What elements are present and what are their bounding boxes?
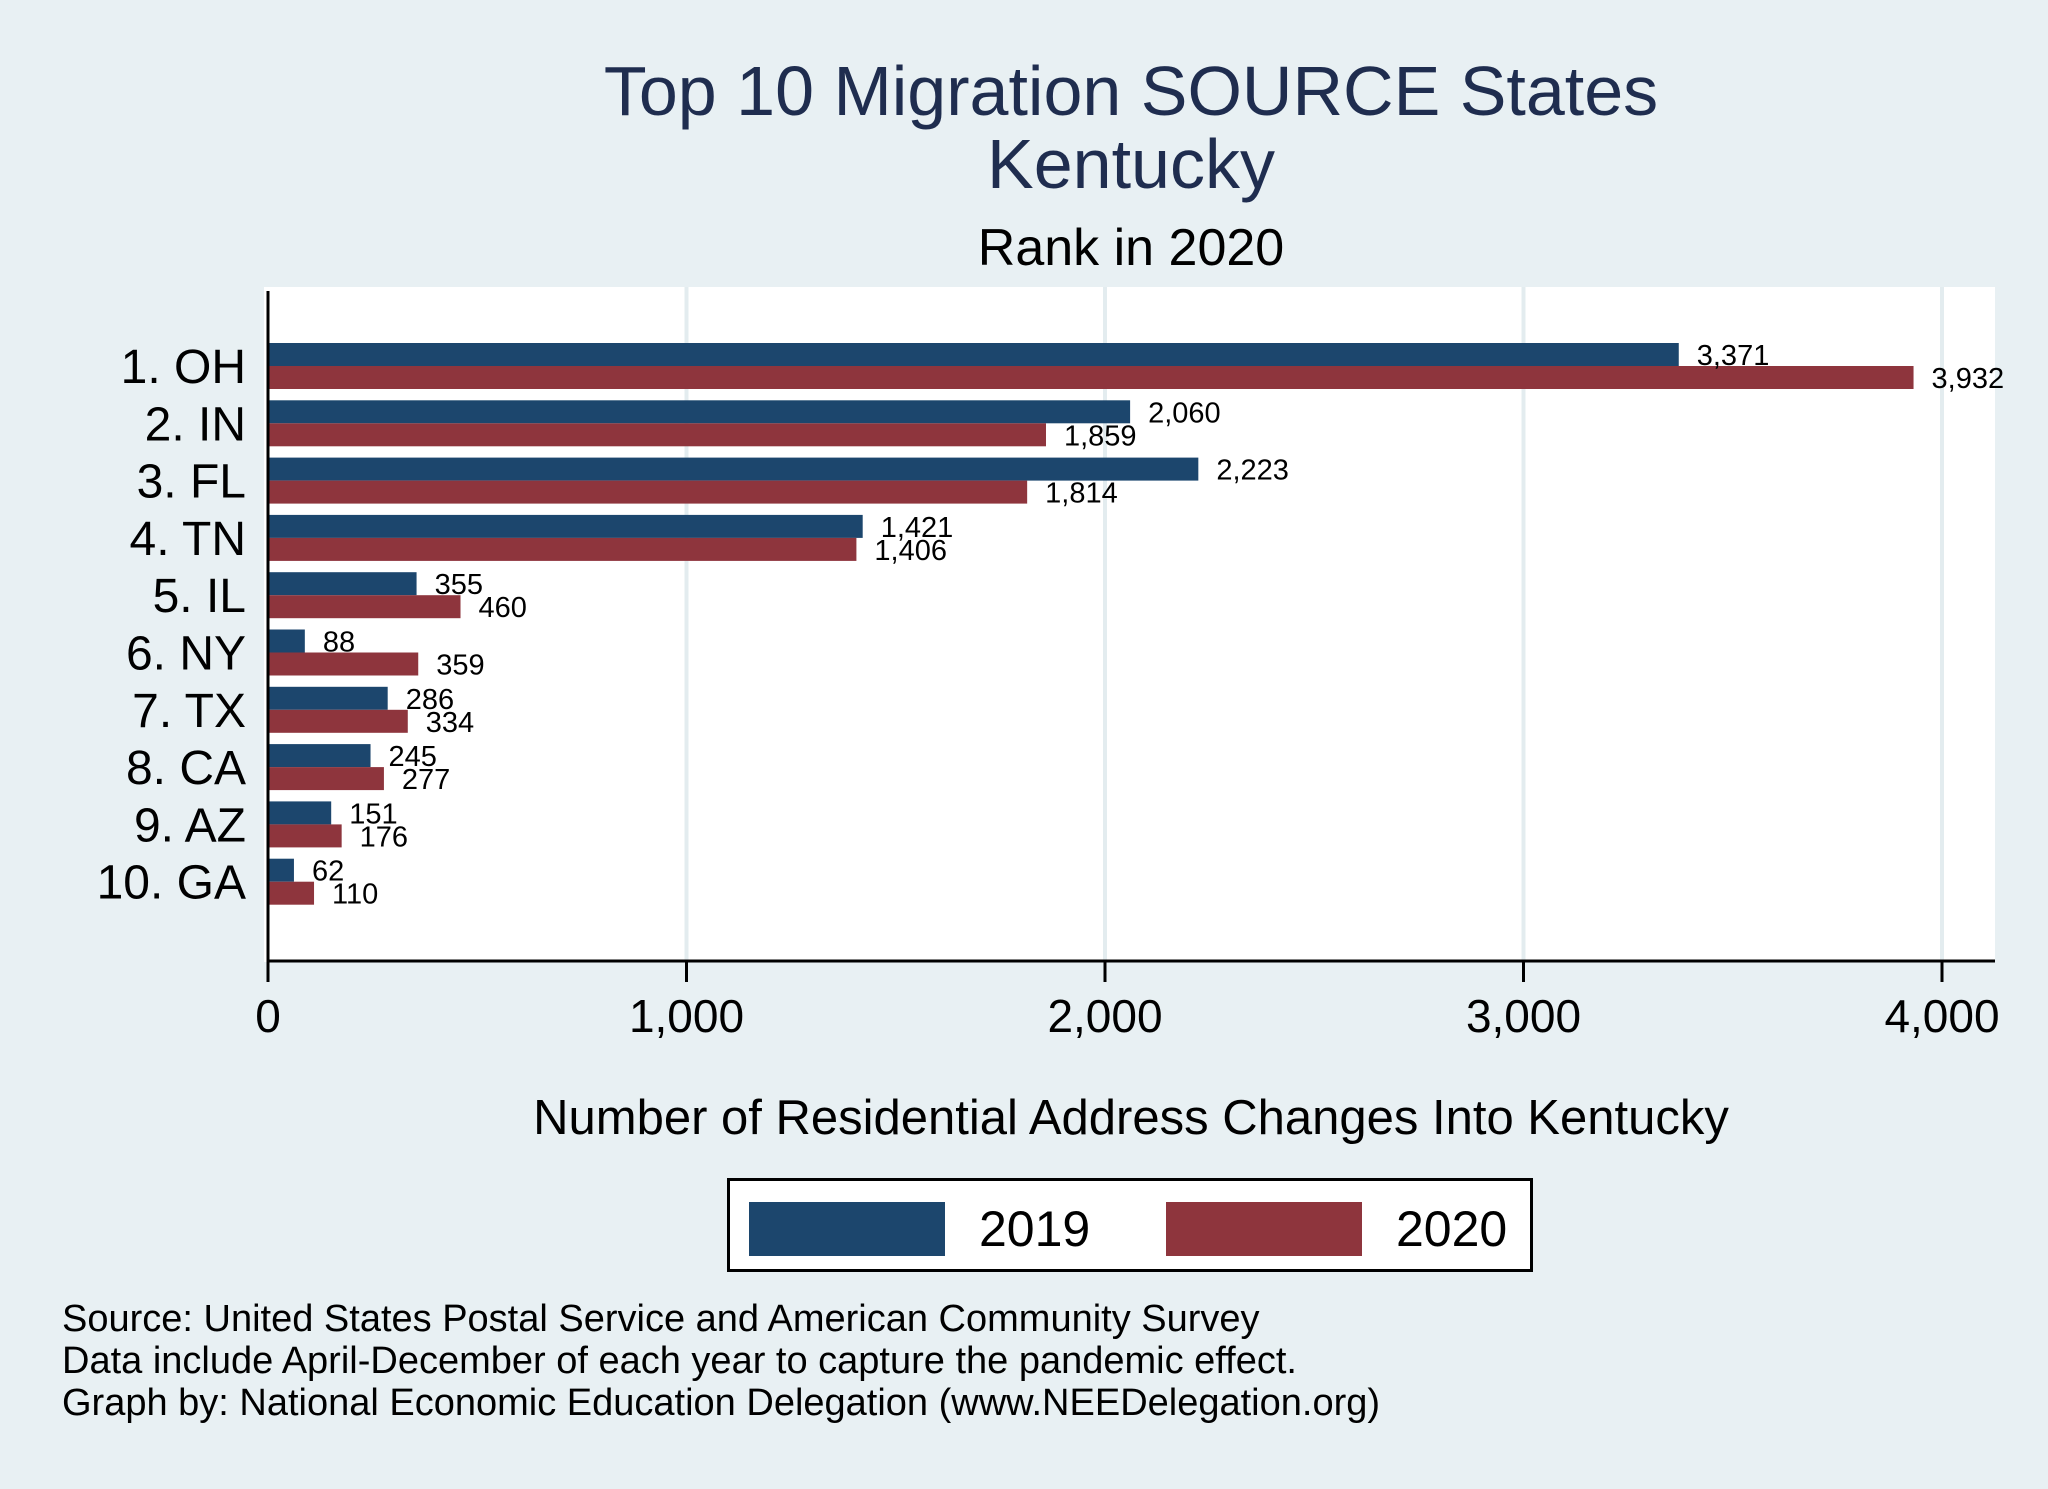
note-source: Source: United States Postal Service and…	[62, 1298, 1260, 1340]
bar-2019-6	[268, 686, 388, 710]
bar-2020-9	[268, 881, 315, 905]
y-category-label: 9. AZ	[134, 799, 246, 852]
bar-2019-9	[268, 858, 294, 882]
data-label-2019-5: 88	[323, 627, 355, 659]
data-label-2019-2: 2,223	[1216, 455, 1289, 487]
data-label-2020-2: 1,814	[1045, 478, 1118, 510]
plot-area	[264, 287, 1995, 962]
data-label-2019-9: 62	[312, 856, 344, 888]
data-label-2019-3: 1,421	[881, 512, 954, 544]
data-label-2020-6: 334	[426, 707, 474, 739]
bar-2020-0	[268, 366, 1914, 389]
note-data-period: Data include April-December of each year…	[62, 1340, 1297, 1382]
axes	[266, 291, 1995, 964]
y-category-label: 8. CA	[126, 742, 246, 795]
bar-2020-5	[268, 652, 419, 676]
bar-2019-7	[268, 744, 371, 768]
data-label-2020-4: 460	[479, 592, 527, 624]
y-category-label: 1. OH	[121, 341, 246, 394]
data-label-2019-1: 2,060	[1148, 397, 1221, 429]
bar-2019-8	[268, 801, 332, 825]
y-category-label: 10. GA	[97, 857, 246, 910]
data-label-2020-0: 3,932	[1932, 363, 2005, 395]
x-tick-label: 0	[255, 990, 281, 1042]
y-category-label: 4. TN	[130, 513, 246, 566]
bar-2019-0	[268, 343, 1679, 366]
legend-swatch-2020	[1166, 1201, 1362, 1256]
legend-item-2020: 2020	[1166, 1200, 1508, 1257]
legend-label-2019: 2019	[979, 1200, 1091, 1257]
data-label-2020-5: 359	[436, 650, 484, 682]
note-graph-by: Graph by: National Economic Education De…	[62, 1382, 1381, 1424]
data-label-2019-7: 245	[389, 741, 437, 773]
legend-item-2019: 2019	[749, 1200, 1091, 1257]
data-label-2020-7: 277	[402, 764, 450, 796]
x-tick-label: 2,000	[1047, 990, 1162, 1042]
x-tick-label: 4,000	[1884, 990, 1999, 1042]
bar-2020-7	[268, 767, 384, 791]
legend-swatch-2019	[749, 1201, 945, 1256]
y-category-label: 2. IN	[145, 398, 246, 451]
gridlines	[684, 287, 1944, 962]
bars	[268, 343, 1914, 905]
bar-2020-2	[268, 480, 1028, 504]
bar-labels: 3,371 3,932 2,060 1,859 2,223 1,814 1,4211,406…	[312, 340, 2004, 911]
bar-2020-6	[268, 709, 408, 733]
data-label-2019-6: 286	[406, 684, 454, 716]
data-label-2019-4: 355	[435, 569, 483, 601]
data-label-2020-8: 176	[360, 821, 408, 853]
bar-2019-3	[268, 514, 863, 538]
bar-2019-1	[268, 400, 1131, 424]
bar-2020-4	[268, 595, 461, 619]
data-label-2019-8: 151	[349, 798, 397, 830]
x-axis-ticks: 0 1,000 2,000 3,000 4,000	[255, 962, 2000, 1042]
x-axis-title: Number of Residential Address Changes In…	[533, 1091, 1729, 1145]
data-label-2019-0: 3,371	[1697, 340, 1770, 372]
y-category-label: 5. IL	[153, 570, 246, 623]
y-axis-labels: 1. OH2. IN3. FL4. TN5. IL6. NY7. TX8. CA…	[97, 341, 246, 910]
legend-label-2020: 2020	[1396, 1200, 1508, 1257]
chart-title: Top 10 Migration SOURCE States	[603, 52, 1659, 130]
bar-2019-2	[268, 457, 1199, 481]
legend: 2019 2020	[727, 1178, 1533, 1272]
x-tick-label: 3,000	[1466, 990, 1581, 1042]
data-label-2020-9: 110	[332, 879, 378, 911]
y-category-label: 3. FL	[137, 456, 246, 509]
bar-2020-3	[268, 537, 857, 561]
chart-title-line2: Kentucky	[987, 125, 1275, 203]
chart-subtitle: Rank in 2020	[977, 219, 1285, 277]
source-notes: Source: United States Postal Service and…	[62, 1298, 1380, 1424]
bar-2020-8	[268, 824, 342, 848]
bar-2019-4	[268, 572, 417, 596]
y-category-label: 6. NY	[126, 628, 246, 681]
y-category-label: 7. TX	[132, 685, 246, 738]
x-tick-label: 1,000	[629, 990, 744, 1042]
data-label-2020-3: 1,406	[874, 535, 947, 567]
bar-2019-5	[268, 629, 305, 653]
bar-2020-1	[268, 423, 1046, 447]
data-label-2020-1: 1,859	[1064, 420, 1137, 452]
